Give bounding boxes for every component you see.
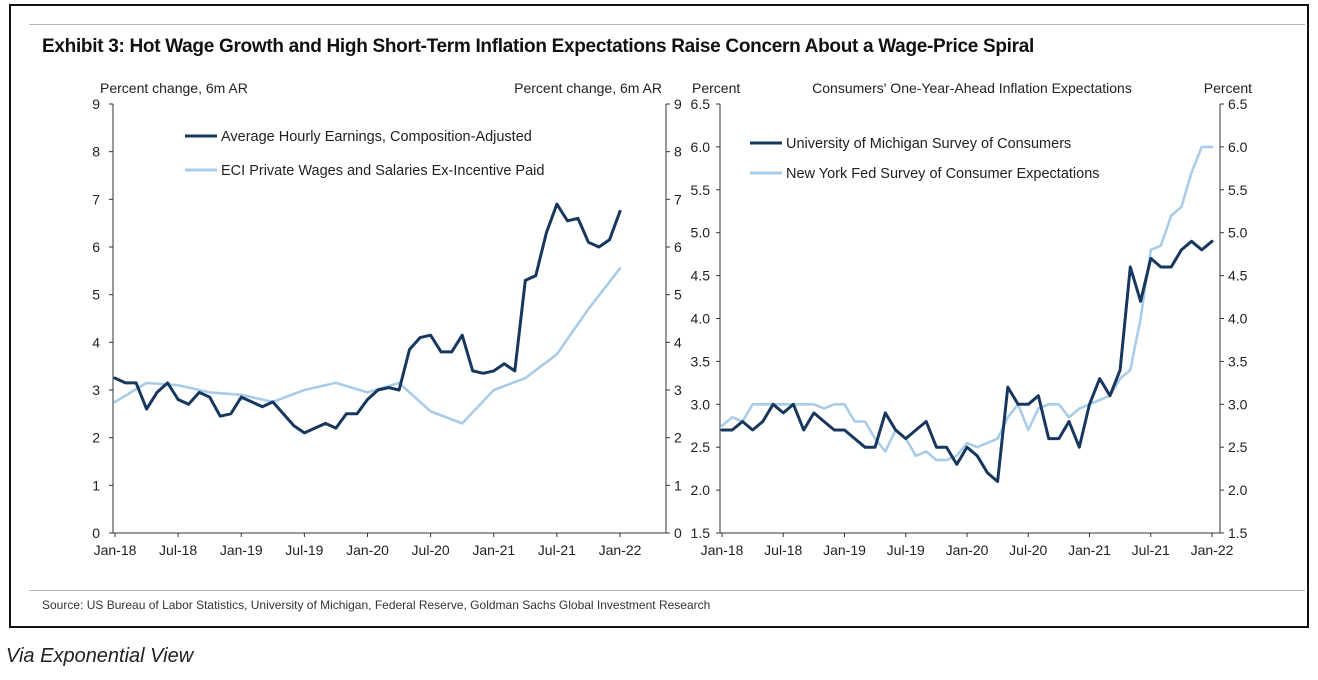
y-tick-label-right: 3.5 (1228, 353, 1248, 369)
y-tick-label-left: 2.5 (691, 439, 711, 455)
charts-canvas: 0 0 1 1 2 2 3 3 4 4 5 5 6 6 7 7 8 8 9 9 Jan-18 Jul-18 Jan-19 Ju… (92, 80, 1252, 558)
y-tick-label-left: 7 (92, 191, 100, 207)
via-credit: Via Exponential View (6, 645, 194, 667)
x-tick-label: Jan-21 (472, 542, 515, 558)
y-tick-label-left: 9 (92, 96, 100, 112)
x-tick-label: Jul-18 (159, 542, 197, 558)
y-tick-label-right: 9 (674, 96, 682, 112)
exhibit-frame (9, 4, 1309, 628)
y-tick-label-right: 4 (674, 334, 682, 350)
y-tick-label-left: 2 (92, 430, 100, 446)
y-tick-label-left: 1 (92, 477, 100, 493)
y-tick-label-left: 4.0 (691, 311, 711, 327)
x-tick-label: Jul-20 (412, 542, 450, 558)
legend-label: ECI Private Wages and Salaries Ex-Incent… (221, 163, 544, 179)
top-rule (29, 24, 1305, 25)
y-tick-label-right: 6.0 (1228, 139, 1248, 155)
y-tick-label-right: 1 (674, 477, 682, 493)
x-tick-label: Jan-20 (946, 542, 989, 558)
y-tick-label-left: 3.0 (691, 396, 711, 412)
y-tick-label-right: 2.5 (1228, 439, 1248, 455)
x-tick-label: Jan-19 (220, 542, 263, 558)
x-tick-label: Jul-21 (1132, 542, 1170, 558)
y-tick-label-right: 6 (674, 239, 682, 255)
x-tick-label: Jul-19 (285, 542, 323, 558)
x-tick-label: Jan-18 (701, 542, 744, 558)
bottom-rule (29, 590, 1305, 591)
x-tick-label: Jan-21 (1068, 542, 1111, 558)
y-tick-label-left: 8 (92, 144, 100, 160)
y-tick-label-right: 2.0 (1228, 482, 1248, 498)
x-tick-label: Jul-20 (1009, 542, 1047, 558)
series-line-dark (720, 239, 1214, 483)
y-axis-label-left: Percent change, 6m AR (100, 80, 248, 96)
x-tick-label: Jul-18 (764, 542, 802, 558)
x-tick-label: Jul-21 (538, 542, 576, 558)
x-tick-label: Jan-22 (1191, 542, 1234, 558)
y-tick-label-right: 4.0 (1228, 311, 1248, 327)
y-axis-label-left: Percent (692, 80, 740, 96)
x-tick-label: Jan-22 (599, 542, 642, 558)
y-axis-label-right: Percent (1204, 80, 1252, 96)
y-tick-label-left: 4.5 (691, 268, 711, 284)
y-tick-label-right: 5.5 (1228, 182, 1248, 198)
series-line-dark (113, 202, 622, 435)
y-tick-label-right: 6.5 (1228, 96, 1248, 112)
y-tick-label-right: 1.5 (1228, 525, 1248, 541)
legend-label: Average Hourly Earnings, Composition-Adj… (221, 129, 532, 145)
y-tick-label-left: 5.0 (691, 225, 711, 241)
y-tick-label-right: 2 (674, 430, 682, 446)
x-tick-label: Jul-19 (887, 542, 925, 558)
source-note: Source: US Bureau of Labor Statistics, U… (42, 598, 711, 612)
y-tick-label-left: 6.0 (691, 139, 711, 155)
series-line-light (113, 267, 622, 425)
chart-title: Consumers' One-Year-Ahead Inflation Expe… (812, 80, 1132, 96)
y-axis-label-right: Percent change, 6m AR (514, 80, 662, 96)
x-tick-label: Jan-18 (94, 542, 137, 558)
series-line-light (720, 145, 1214, 462)
y-tick-label-left: 4 (92, 334, 100, 350)
y-tick-label-right: 5 (674, 287, 682, 303)
y-tick-label-left: 5.5 (691, 182, 711, 198)
x-tick-label: Jan-20 (346, 542, 389, 558)
y-tick-label-right: 5.0 (1228, 225, 1248, 241)
y-tick-label-left: 1.5 (691, 525, 711, 541)
y-tick-label-right: 4.5 (1228, 268, 1248, 284)
y-tick-label-left: 3 (92, 382, 100, 398)
y-tick-label-left: 5 (92, 287, 100, 303)
y-tick-label-left: 2.0 (691, 482, 711, 498)
y-tick-label-right: 3.0 (1228, 396, 1248, 412)
y-tick-label-right: 7 (674, 191, 682, 207)
legend-label: University of Michigan Survey of Consume… (786, 136, 1071, 152)
y-tick-label-left: 6 (92, 239, 100, 255)
x-tick-label: Jan-19 (823, 542, 866, 558)
y-tick-label-right: 0 (674, 525, 682, 541)
y-tick-label-left: 0 (92, 525, 100, 541)
y-tick-label-right: 3 (674, 382, 682, 398)
y-tick-label-left: 3.5 (691, 353, 711, 369)
y-tick-label-right: 8 (674, 144, 682, 160)
exhibit-title: Exhibit 3: Hot Wage Growth and High Shor… (42, 36, 1035, 57)
y-tick-label-left: 6.5 (691, 96, 711, 112)
legend-label: New York Fed Survey of Consumer Expectat… (786, 166, 1100, 182)
